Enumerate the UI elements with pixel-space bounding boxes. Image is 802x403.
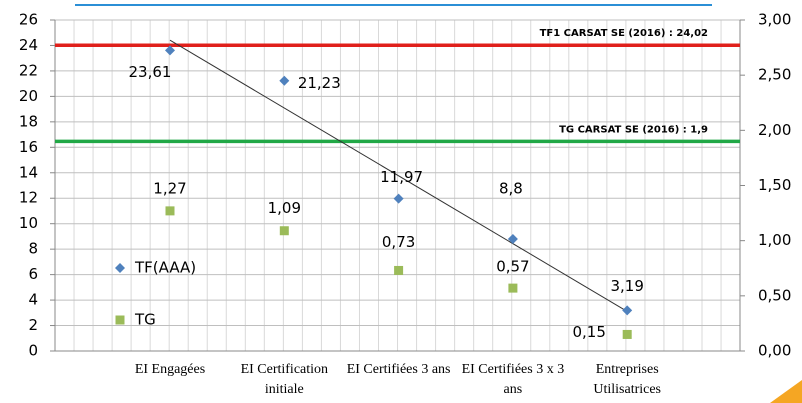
y-tick-label: 12 <box>19 189 38 207</box>
data-label: 1,09 <box>268 199 301 217</box>
decoration <box>770 380 802 403</box>
y-tick-label: 24 <box>19 36 38 54</box>
y2-tick-label: 1,50 <box>758 176 791 194</box>
trendline <box>169 39 628 312</box>
point <box>507 233 518 244</box>
x-tick-label: EI Certifiées 3 x 3 ans <box>461 362 565 397</box>
reference-label: TF1 CARSAT SE (2016) : 24,02 <box>540 28 708 39</box>
y-tick-label: 0 <box>28 342 38 360</box>
y2-tick-label: 2,50 <box>758 66 791 84</box>
point <box>279 75 290 86</box>
legend-label: TF(AAA) <box>134 259 196 277</box>
y-tick-label: 26 <box>19 11 38 29</box>
y-tick-label: 2 <box>28 316 38 334</box>
y2-tick-label: 1,00 <box>758 231 791 249</box>
y2-tick-label: 0,00 <box>758 342 791 360</box>
y-tick-label: 6 <box>28 265 38 283</box>
point <box>393 193 404 204</box>
y-tick-label: 18 <box>19 112 38 130</box>
data-label: 0,15 <box>572 323 605 341</box>
x-tick-label: EI Engagées <box>134 362 206 377</box>
y-tick-label: 20 <box>19 87 38 105</box>
data-label: 3,19 <box>610 277 643 295</box>
x-tick-label: EI Certification initiale <box>240 362 329 397</box>
point <box>622 305 633 316</box>
y-tick-label: 4 <box>28 291 38 309</box>
x-tick-label: EI Certifiées 3 ans <box>346 362 451 377</box>
y-tick-label: 22 <box>19 61 38 79</box>
point <box>279 226 289 236</box>
y-tick-label: 14 <box>19 163 38 181</box>
point <box>622 329 632 339</box>
point <box>165 45 175 56</box>
point <box>165 206 175 216</box>
y2-tick-label: 2,00 <box>758 121 791 139</box>
data-label: 0,73 <box>382 233 415 251</box>
data-label: 23,61 <box>129 63 172 81</box>
legend-label: TG <box>134 311 156 329</box>
x-tick-label: Entreprises Utilisatrices <box>593 362 662 397</box>
reference-label: TG CARSAT SE (2016) : 1,9 <box>559 124 708 135</box>
legend-marker <box>115 263 125 273</box>
data-label: 1,27 <box>153 179 186 197</box>
y2-tick-label: 3,00 <box>758 11 791 29</box>
y-tick-label: 16 <box>19 138 38 156</box>
point <box>508 283 518 293</box>
data-label: 8,8 <box>499 179 523 197</box>
legend-marker <box>115 315 125 325</box>
data-label: 21,23 <box>298 74 341 92</box>
y-tick-label: 8 <box>28 240 38 258</box>
y2-tick-label: 0,50 <box>758 286 791 304</box>
point <box>394 265 404 275</box>
y-tick-label: 10 <box>19 214 38 232</box>
data-label: 11,97 <box>380 168 423 186</box>
data-label: 0,57 <box>496 258 529 276</box>
